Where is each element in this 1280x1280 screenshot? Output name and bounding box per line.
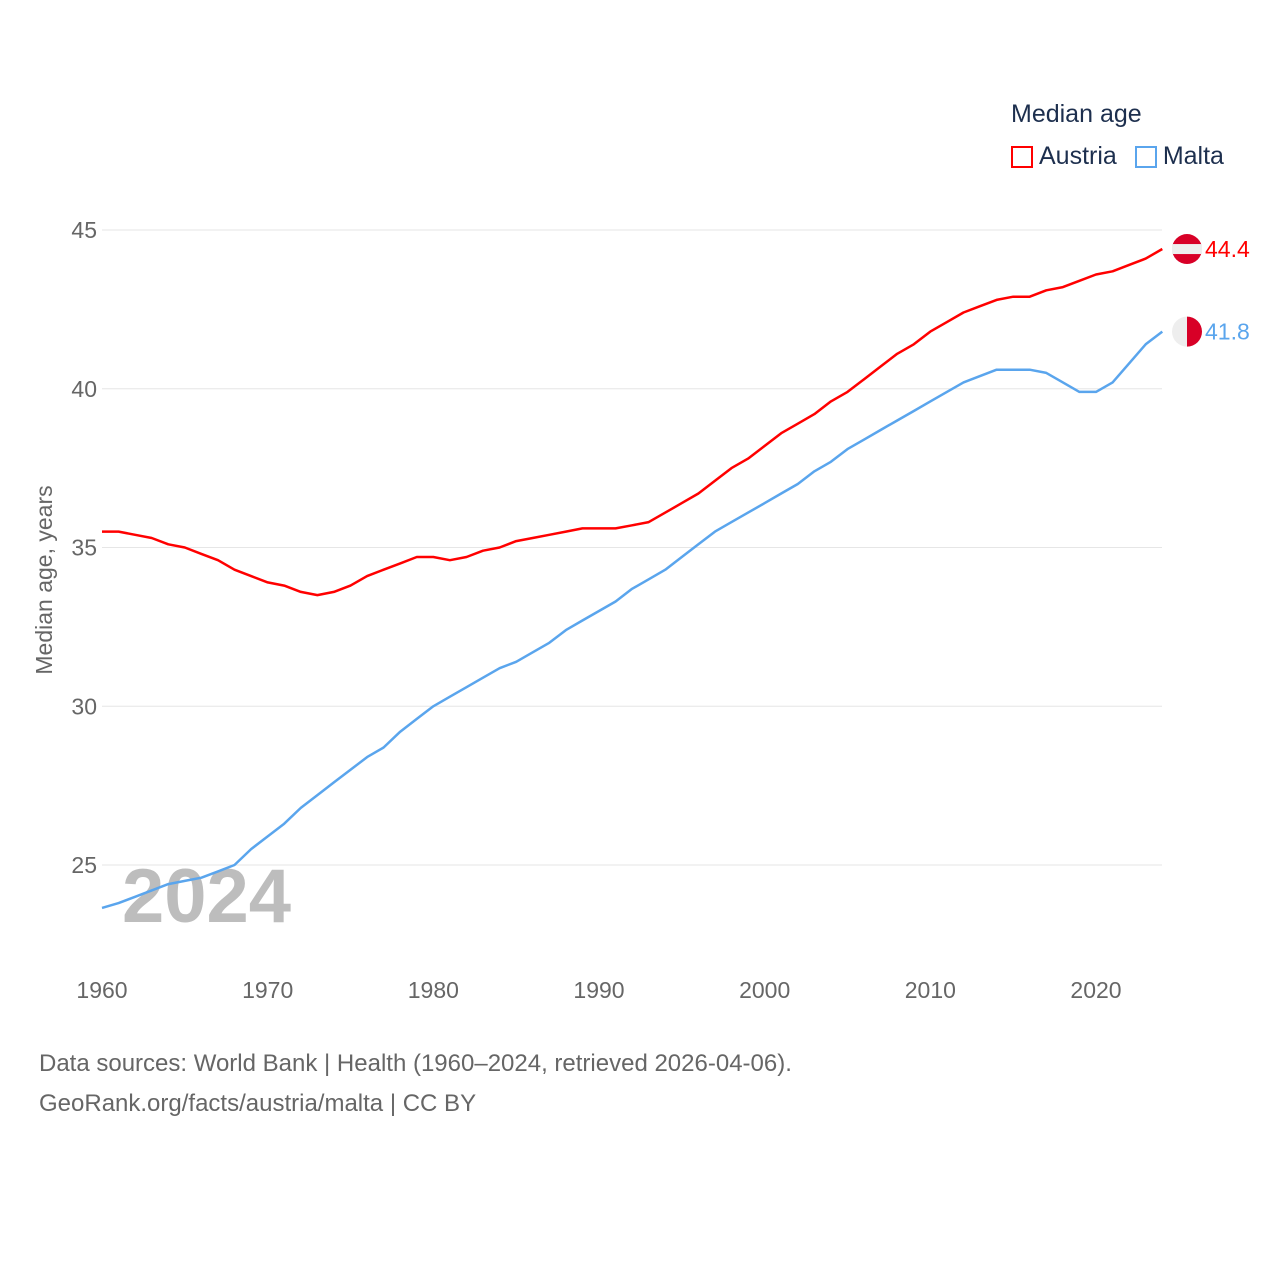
source-line-1: Data sources: World Bank | Health (1960–… [39,1050,792,1077]
flag-stripe [1172,244,1202,255]
y-tick-label: 40 [71,376,97,402]
legend-label-austria: Austria [1039,142,1117,170]
x-tick-label: 1970 [242,977,293,1003]
series-line-malta [101,330,1164,910]
x-tick-label: 1960 [76,977,127,1003]
end-value-label-austria: 44.4 [1205,236,1250,262]
line-chart: 25 30 35 40 45 1960 1970 1980 1990 2000 2010 2020 Me… [31,217,1250,1003]
y-tick-label: 45 [71,217,97,243]
series-line-austria [102,247,1163,597]
x-tick-label: 2000 [739,977,790,1003]
flag-half [1187,316,1203,347]
legend-title: Median age [1011,100,1142,128]
end-value-label-malta: 41.8 [1205,319,1250,345]
legend: Austria Malta [1011,142,1242,171]
year-watermark: 2024 [122,854,291,939]
legend-swatch-malta [1134,145,1157,168]
source-line-2[interactable]: GeoRank.org/facts/austria/malta | CC BY [39,1090,477,1117]
x-tick-label: 1990 [573,977,624,1003]
legend-label-malta: Malta [1162,142,1224,170]
legend-swatch-austria [1011,145,1033,168]
source-note: Data sources: World Bank | Health (1960–… [39,1044,792,1124]
y-tick-label: 35 [71,535,97,561]
legend-item-austria[interactable]: Austria [1011,142,1117,171]
legend-item-malta[interactable]: Malta [1134,142,1224,171]
y-axis-label: Median age, years [31,485,57,674]
y-tick-label: 30 [71,693,97,719]
x-tick-label: 1980 [408,977,459,1003]
y-tick-label: 25 [71,852,97,878]
x-tick-label: 2020 [1070,977,1121,1003]
x-tick-label: 2010 [905,977,956,1003]
